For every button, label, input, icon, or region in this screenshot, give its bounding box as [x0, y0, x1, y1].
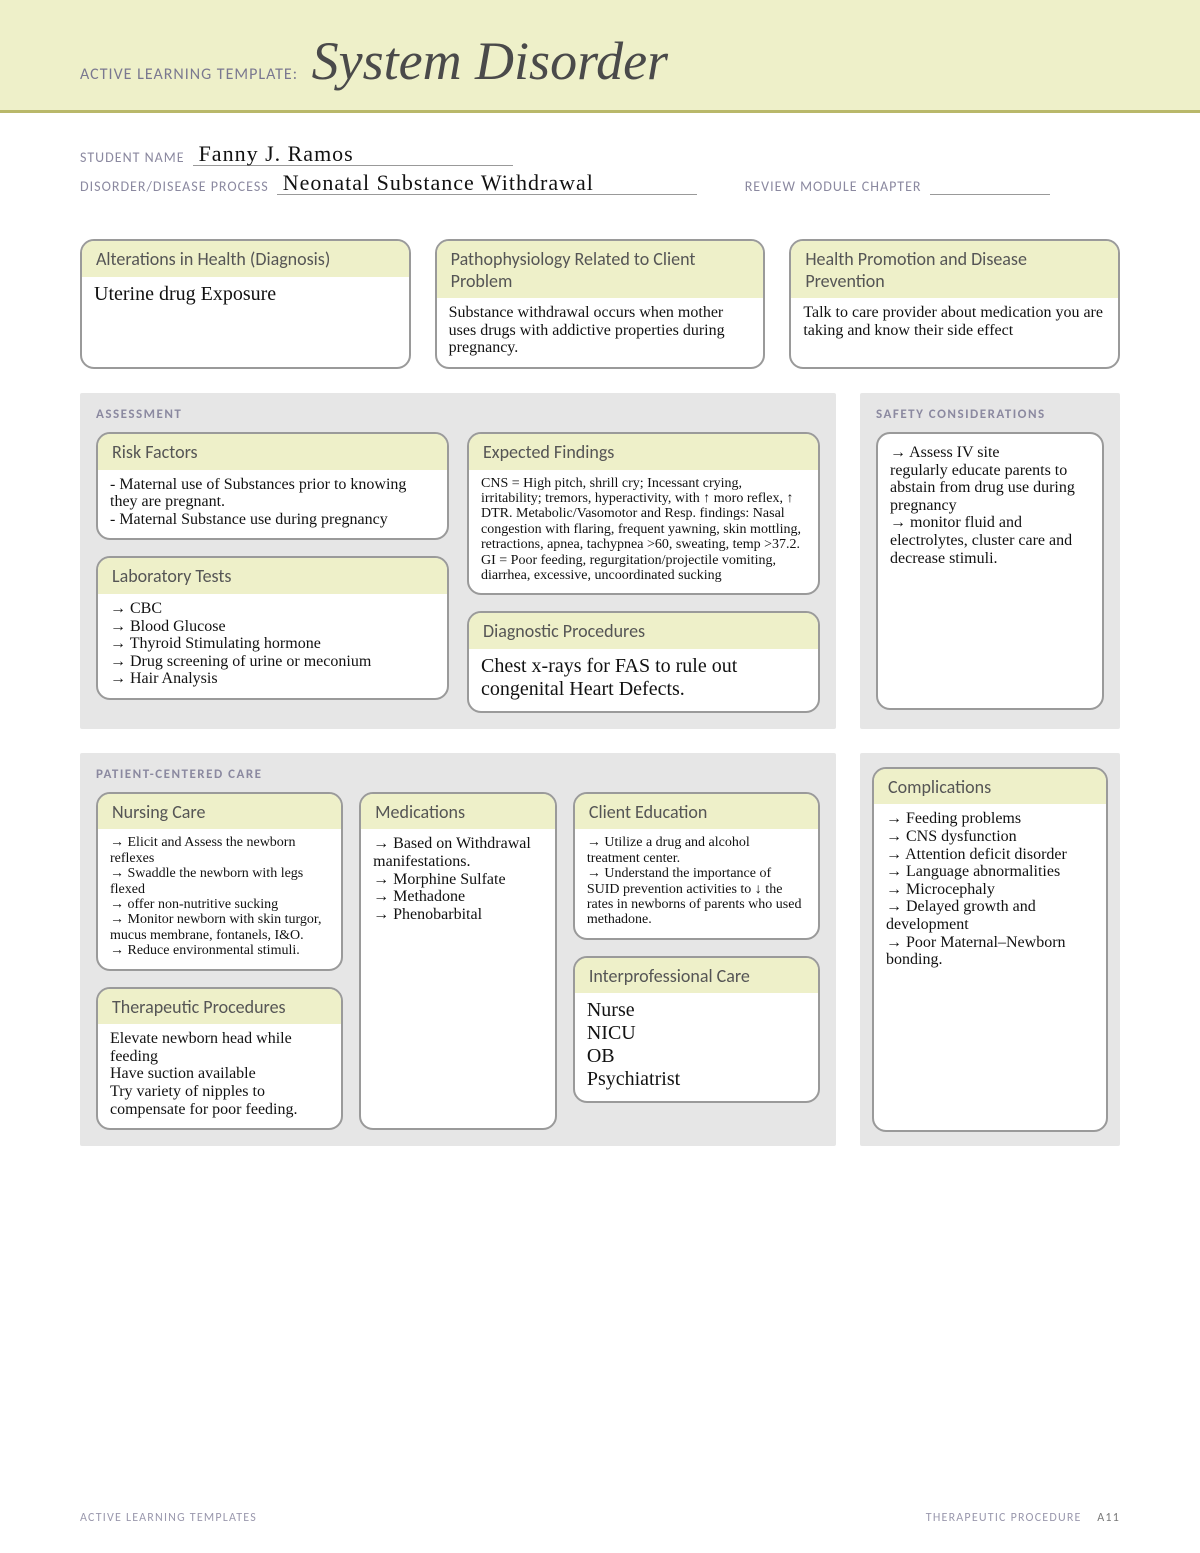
card-risk: Risk Factors - Maternal use of Substance… — [96, 432, 449, 540]
assessment-panel: ASSESSMENT Risk Factors - Maternal use o… — [80, 393, 836, 729]
card-interprofessional: Interprofessional Care Nurse NICU OB Psy… — [573, 956, 820, 1104]
disorder-label: DISORDER/DISEASE PROCESS — [80, 178, 269, 195]
card-therapeutic: Therapeutic Procedures Elevate newborn h… — [96, 987, 343, 1131]
pcc-grid: Nursing Care → Elicit and Assess the new… — [96, 792, 820, 1130]
card-title: Therapeutic Procedures — [98, 989, 341, 1025]
pcc-row: PATIENT-CENTERED CARE Nursing Care → Eli… — [80, 753, 1120, 1146]
card-body: → Based on Withdrawal manifestations. → … — [361, 829, 555, 933]
disorder-row: DISORDER/DISEASE PROCESS Neonatal Substa… — [80, 172, 1120, 195]
chapter-label: REVIEW MODULE CHAPTER — [745, 178, 922, 195]
card-safety: → Assess IV site regularly educate paren… — [876, 432, 1104, 710]
pcc-title: PATIENT-CENTERED CARE — [96, 767, 820, 782]
safety-panel: SAFETY CONSIDERATIONS → Assess IV site r… — [860, 393, 1120, 729]
card-body: → Elicit and Assess the newborn reflexes… — [98, 829, 341, 968]
card-body: Elevate newborn head while feeding Have … — [98, 1024, 341, 1128]
card-title: Alterations in Health (Diagnosis) — [82, 241, 409, 277]
card-title: Nursing Care — [98, 794, 341, 830]
card-body: Uterine drug Exposure — [82, 277, 409, 316]
card-promotion: Health Promotion and Disease Prevention … — [789, 239, 1120, 369]
disorder-value: Neonatal Substance Withdrawal — [277, 172, 697, 195]
card-body: CNS = High pitch, shrill cry; Incessant … — [469, 470, 818, 594]
card-title: Pathophysiology Related to Client Proble… — [437, 241, 764, 298]
chapter-blank — [930, 177, 1050, 195]
card-body: → Assess IV site regularly educate paren… — [878, 434, 1102, 577]
card-nursing: Nursing Care → Elicit and Assess the new… — [96, 792, 343, 971]
student-label: STUDENT NAME — [80, 149, 185, 166]
card-body: - Maternal use of Substances prior to kn… — [98, 470, 447, 539]
card-title: Expected Findings — [469, 434, 818, 470]
card-title: Medications — [361, 794, 555, 830]
card-title: Laboratory Tests — [98, 558, 447, 594]
assessment-grid: Risk Factors - Maternal use of Substance… — [96, 432, 820, 713]
card-body: Talk to care provider about medication y… — [791, 298, 1118, 349]
footer-right: THERAPEUTIC PROCEDURE A11 — [926, 1511, 1120, 1525]
card-labs: Laboratory Tests → CBC → Blood Glucose →… — [96, 556, 449, 700]
card-findings: Expected Findings CNS = High pitch, shri… — [467, 432, 820, 595]
footer-page: A11 — [1097, 1511, 1120, 1525]
card-title: Complications — [874, 769, 1106, 805]
content: Alterations in Health (Diagnosis) Uterin… — [0, 211, 1200, 1206]
safety-title: SAFETY CONSIDERATIONS — [876, 407, 1104, 422]
card-education: Client Education → Utilize a drug and al… — [573, 792, 820, 940]
template-title: System Disorder — [312, 31, 668, 91]
card-body: Chest x-rays for FAS to rule out congeni… — [469, 649, 818, 711]
meta-block: STUDENT NAME Fanny J. Ramos DISORDER/DIS… — [0, 113, 1200, 211]
card-body: → CBC → Blood Glucose → Thyroid Stimulat… — [98, 594, 447, 698]
complications-panel: Complications → Feeding problems → CNS d… — [860, 753, 1120, 1146]
top-row: Alterations in Health (Diagnosis) Uterin… — [80, 239, 1120, 369]
card-meds: Medications → Based on Withdrawal manife… — [359, 792, 557, 1130]
footer-left: ACTIVE LEARNING TEMPLATES — [80, 1511, 257, 1525]
card-diag: Diagnostic Procedures Chest x-rays for F… — [467, 611, 820, 713]
assessment-row: ASSESSMENT Risk Factors - Maternal use o… — [80, 393, 1120, 729]
footer: ACTIVE LEARNING TEMPLATES THERAPEUTIC PR… — [80, 1511, 1120, 1525]
card-body: → Utilize a drug and alcohol treatment c… — [575, 829, 818, 937]
card-alterations: Alterations in Health (Diagnosis) Uterin… — [80, 239, 411, 369]
student-value: Fanny J. Ramos — [193, 143, 513, 166]
card-body: Nurse NICU OB Psychiatrist — [575, 993, 818, 1101]
pcc-panel: PATIENT-CENTERED CARE Nursing Care → Eli… — [80, 753, 836, 1146]
student-row: STUDENT NAME Fanny J. Ramos — [80, 143, 1120, 166]
card-body: → Feeding problems → CNS dysfunction → A… — [874, 804, 1106, 978]
header-bar: ACTIVE LEARNING TEMPLATE: System Disorde… — [0, 0, 1200, 113]
card-title: Interprofessional Care — [575, 958, 818, 994]
card-title: Risk Factors — [98, 434, 447, 470]
card-body: Substance withdrawal occurs when mother … — [437, 298, 764, 367]
card-title: Health Promotion and Disease Prevention — [791, 241, 1118, 298]
card-title: Client Education — [575, 794, 818, 830]
card-title: Diagnostic Procedures — [469, 613, 818, 649]
footer-right-label: THERAPEUTIC PROCEDURE — [926, 1511, 1082, 1525]
card-complications: Complications → Feeding problems → CNS d… — [872, 767, 1108, 1132]
assessment-title: ASSESSMENT — [96, 407, 820, 422]
card-patho: Pathophysiology Related to Client Proble… — [435, 239, 766, 369]
page: ACTIVE LEARNING TEMPLATE: System Disorde… — [0, 0, 1200, 1553]
template-prefix: ACTIVE LEARNING TEMPLATE: — [80, 65, 298, 84]
